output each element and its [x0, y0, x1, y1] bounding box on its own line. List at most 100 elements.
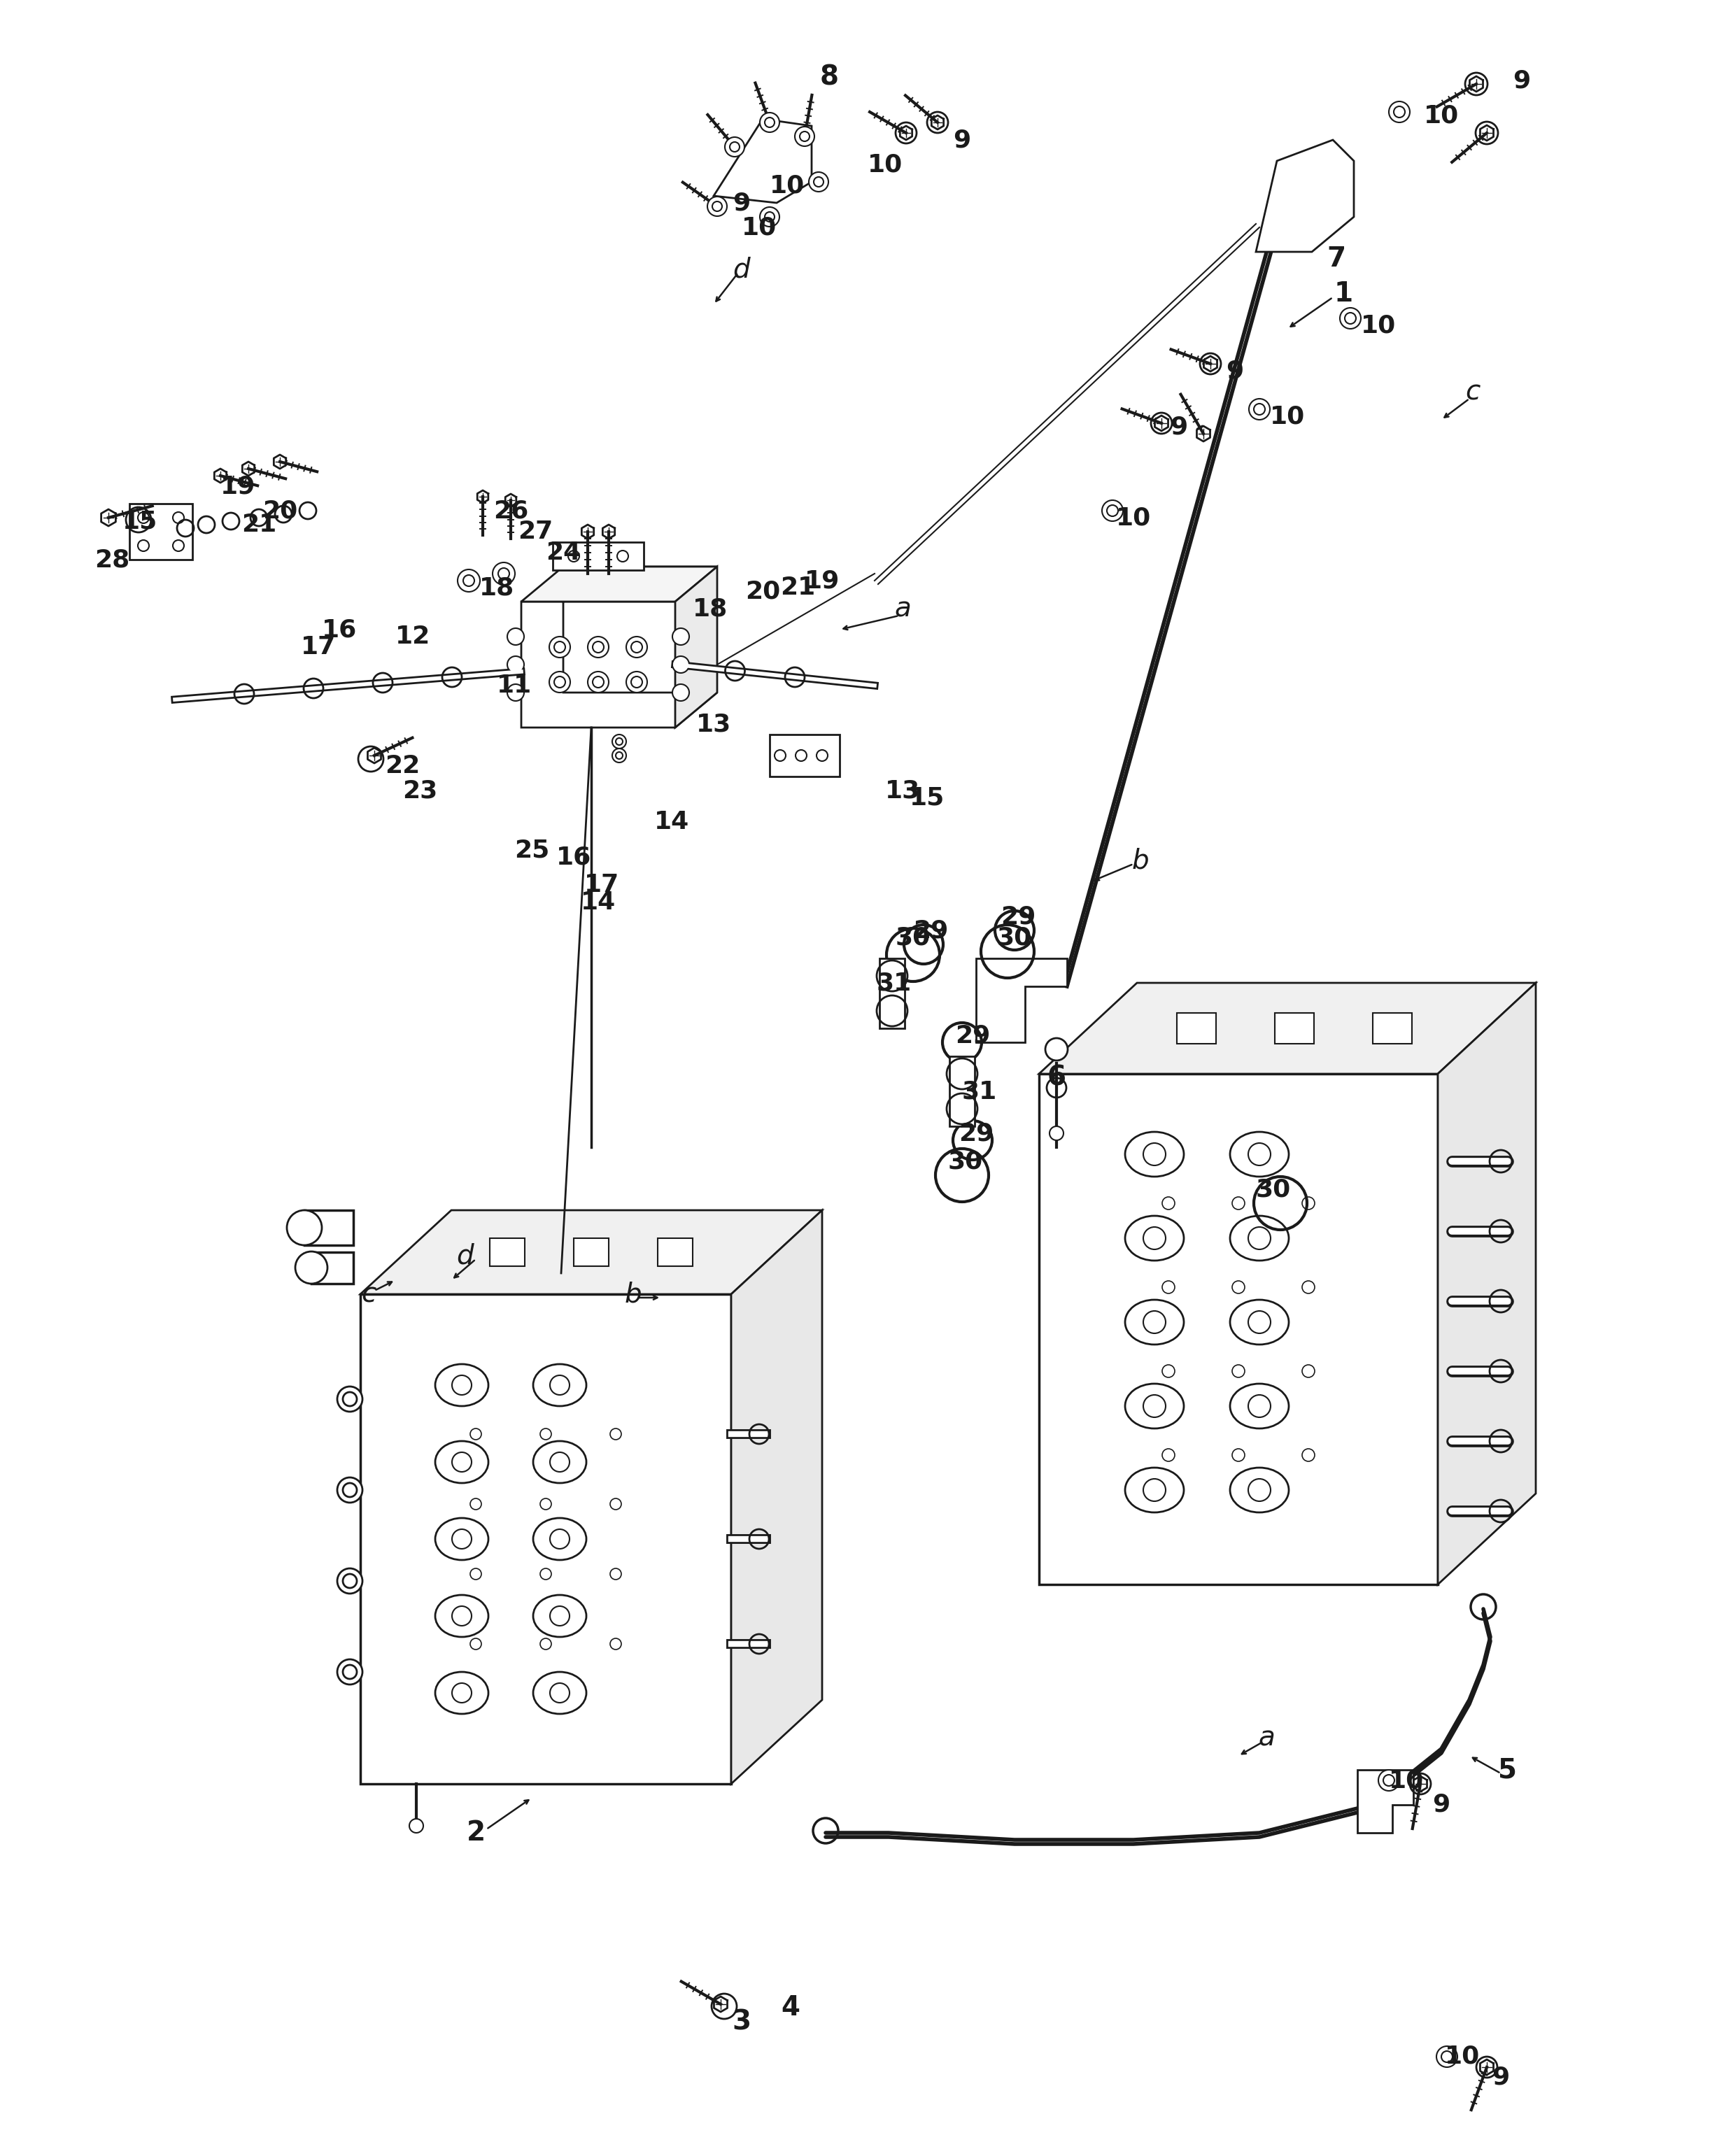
Ellipse shape	[434, 1671, 488, 1714]
Text: a: a	[895, 595, 912, 621]
Text: 13: 13	[695, 711, 731, 735]
Text: 13: 13	[884, 778, 920, 802]
Polygon shape	[477, 489, 488, 502]
Text: 30: 30	[1255, 1177, 1291, 1201]
Circle shape	[549, 1529, 570, 1548]
Text: 4: 4	[781, 1994, 800, 2020]
Circle shape	[613, 735, 627, 748]
Text: 9: 9	[733, 192, 750, 216]
Circle shape	[337, 1477, 362, 1503]
Polygon shape	[711, 198, 723, 213]
Bar	[658, 1238, 692, 1266]
Ellipse shape	[534, 1595, 585, 1636]
Circle shape	[507, 627, 524, 645]
Text: b: b	[1132, 847, 1149, 873]
Text: 22: 22	[385, 755, 421, 778]
Text: 29: 29	[1001, 906, 1035, 929]
Text: 5: 5	[1499, 1757, 1518, 1783]
Circle shape	[1049, 1125, 1063, 1141]
Text: 15: 15	[910, 785, 944, 808]
Circle shape	[452, 1376, 472, 1395]
Polygon shape	[522, 567, 718, 727]
Polygon shape	[900, 125, 912, 140]
Polygon shape	[361, 1210, 822, 1294]
Circle shape	[587, 671, 610, 692]
Circle shape	[1162, 1197, 1174, 1210]
Ellipse shape	[1125, 1216, 1183, 1261]
Text: 14: 14	[580, 890, 616, 914]
Circle shape	[470, 1567, 481, 1580]
Circle shape	[549, 1453, 570, 1473]
Ellipse shape	[1229, 1132, 1289, 1177]
Circle shape	[1389, 101, 1410, 123]
Text: a: a	[1259, 1725, 1274, 1751]
Circle shape	[610, 1498, 622, 1509]
Polygon shape	[1358, 1770, 1413, 1833]
Polygon shape	[1437, 983, 1535, 1585]
Circle shape	[337, 1386, 362, 1412]
Circle shape	[541, 1639, 551, 1649]
Circle shape	[1233, 1449, 1245, 1462]
Polygon shape	[505, 494, 517, 507]
Text: 9: 9	[1492, 2065, 1509, 2089]
Polygon shape	[582, 524, 594, 539]
Bar	[1374, 1013, 1411, 1044]
Circle shape	[137, 513, 149, 524]
Polygon shape	[1197, 427, 1210, 442]
Circle shape	[470, 1429, 481, 1440]
Text: 18: 18	[479, 576, 515, 599]
Circle shape	[707, 196, 726, 216]
Polygon shape	[215, 468, 227, 483]
Ellipse shape	[534, 1365, 585, 1406]
Text: 9: 9	[1226, 358, 1243, 382]
Circle shape	[295, 1250, 328, 1283]
Text: 9: 9	[1169, 414, 1188, 438]
Circle shape	[1248, 1395, 1271, 1416]
Circle shape	[452, 1606, 472, 1626]
Circle shape	[616, 550, 628, 563]
Text: 25: 25	[513, 839, 549, 862]
Text: 16: 16	[556, 845, 591, 869]
Text: 6: 6	[1047, 1065, 1066, 1091]
Text: 23: 23	[402, 778, 438, 802]
Text: 20: 20	[745, 580, 780, 604]
Text: 10: 10	[1423, 103, 1459, 127]
Circle shape	[1046, 1039, 1068, 1061]
Circle shape	[541, 1429, 551, 1440]
Text: c: c	[361, 1281, 376, 1307]
Circle shape	[1233, 1365, 1245, 1378]
Ellipse shape	[1125, 1468, 1183, 1511]
Text: d: d	[457, 1242, 474, 1270]
Circle shape	[613, 748, 627, 763]
Circle shape	[1162, 1449, 1174, 1462]
Text: d: d	[733, 257, 750, 282]
Polygon shape	[129, 505, 192, 561]
Circle shape	[568, 550, 579, 563]
Circle shape	[1301, 1449, 1315, 1462]
Circle shape	[137, 539, 149, 552]
Circle shape	[1144, 1143, 1166, 1166]
Circle shape	[673, 655, 689, 673]
Text: 2: 2	[467, 1820, 486, 1846]
Text: 10: 10	[769, 172, 805, 196]
Circle shape	[587, 636, 610, 658]
Polygon shape	[1480, 125, 1494, 140]
Circle shape	[817, 750, 828, 761]
Circle shape	[795, 750, 807, 761]
Polygon shape	[798, 129, 810, 144]
Circle shape	[774, 750, 786, 761]
Text: 24: 24	[546, 541, 580, 565]
Circle shape	[452, 1529, 472, 1548]
Text: 17: 17	[584, 873, 620, 897]
Circle shape	[761, 207, 780, 226]
Text: 31: 31	[877, 970, 912, 994]
Circle shape	[541, 1567, 551, 1580]
Circle shape	[1248, 1479, 1271, 1501]
Polygon shape	[1470, 75, 1483, 93]
Circle shape	[610, 1639, 622, 1649]
Polygon shape	[311, 1253, 354, 1283]
Polygon shape	[728, 140, 740, 153]
Text: b: b	[625, 1281, 642, 1307]
Text: 30: 30	[896, 925, 931, 949]
Circle shape	[458, 569, 481, 591]
